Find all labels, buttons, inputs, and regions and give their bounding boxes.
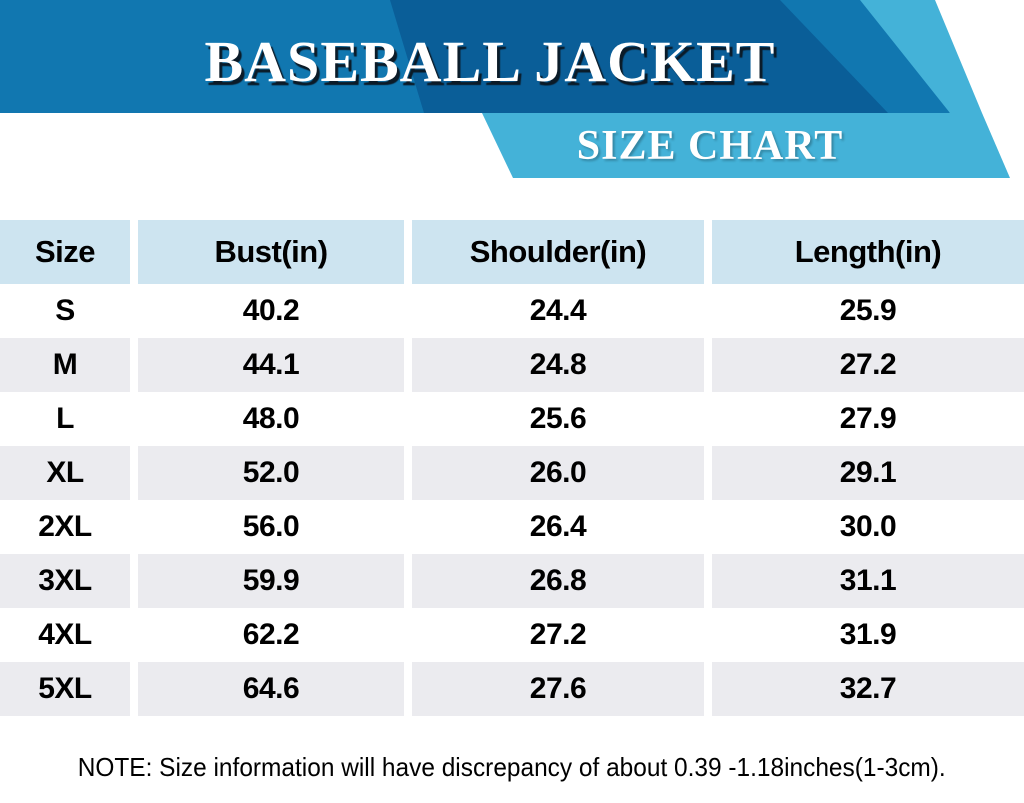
size-label: 3XL <box>0 554 130 608</box>
bust-value: 48.0 <box>138 392 404 446</box>
bust-value: 64.6 <box>138 662 404 716</box>
shoulder-value: 27.6 <box>412 662 704 716</box>
shoulder-value: 25.6 <box>412 392 704 446</box>
bust-value: 52.0 <box>138 446 404 500</box>
size-label: XL <box>0 446 130 500</box>
column-header-size: Size <box>0 220 130 284</box>
length-value: 25.9 <box>712 284 1024 338</box>
size-label: M <box>0 338 130 392</box>
shoulder-value: 27.2 <box>412 608 704 662</box>
length-value: 27.2 <box>712 338 1024 392</box>
column-header-bust: Bust(in) <box>138 220 404 284</box>
size-label: 4XL <box>0 608 130 662</box>
length-value: 27.9 <box>712 392 1024 446</box>
length-value: 29.1 <box>712 446 1024 500</box>
page-title: BASEBALL JACKET <box>204 28 776 94</box>
size-label: L <box>0 392 130 446</box>
column-header-shoulder: Shoulder(in) <box>412 220 704 284</box>
shoulder-value: 26.0 <box>412 446 704 500</box>
size-label: 2XL <box>0 500 130 554</box>
bust-value: 59.9 <box>138 554 404 608</box>
size-label: 5XL <box>0 662 130 716</box>
length-value: 31.1 <box>712 554 1024 608</box>
bust-value: 56.0 <box>138 500 404 554</box>
size-chart-ribbon <box>482 113 1010 178</box>
bust-value: 44.1 <box>138 338 404 392</box>
bust-value: 62.2 <box>138 608 404 662</box>
length-value: 31.9 <box>712 608 1024 662</box>
size-label: S <box>0 284 130 338</box>
shoulder-value: 26.8 <box>412 554 704 608</box>
size-discrepancy-note-text: NOTE: Size information will have discrep… <box>77 752 947 782</box>
length-value: 30.0 <box>712 500 1024 554</box>
shoulder-value: 26.4 <box>412 500 704 554</box>
size-discrepancy-note: NOTE: Size information will have discrep… <box>0 752 1024 782</box>
column-header-length: Length(in) <box>712 220 1024 284</box>
shoulder-value: 24.4 <box>412 284 704 338</box>
size-table: Size Bust(in) Shoulder(in) Length(in) S … <box>0 220 1024 716</box>
page-subtitle: SIZE CHART <box>576 122 844 169</box>
shoulder-value: 24.8 <box>412 338 704 392</box>
bust-value: 40.2 <box>138 284 404 338</box>
length-value: 32.7 <box>712 662 1024 716</box>
